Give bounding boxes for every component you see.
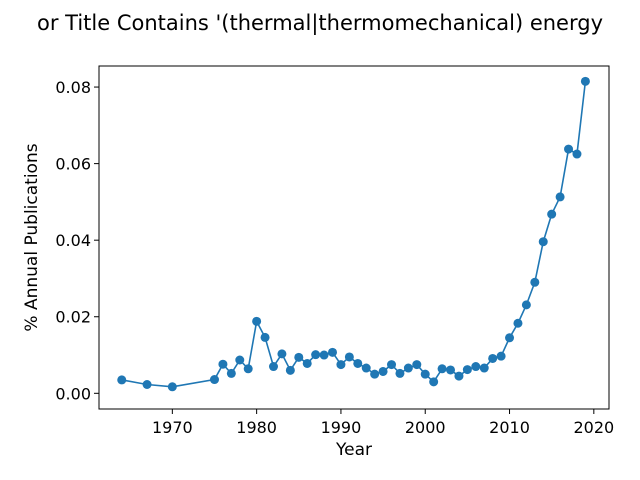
x-axis-label: Year — [335, 440, 372, 460]
data-point — [580, 76, 590, 86]
data-point — [513, 318, 523, 328]
data-point — [429, 377, 439, 387]
data-point — [311, 350, 321, 360]
data-point — [235, 355, 245, 365]
data-point — [437, 364, 447, 374]
y-tick-label: 0.02 — [55, 308, 91, 327]
data-point — [336, 360, 346, 370]
chart-title: or Title Contains '(thermal|thermomechan… — [37, 11, 603, 36]
data-point — [344, 352, 354, 362]
data-point — [555, 192, 565, 202]
series-line — [121, 81, 587, 388]
data-point — [167, 382, 177, 392]
x-tick-label: 1970 — [152, 418, 193, 437]
data-point — [252, 316, 262, 326]
data-point — [479, 363, 489, 373]
data-point — [564, 144, 574, 154]
data-point — [260, 332, 270, 342]
data-point — [387, 360, 397, 370]
y-tick-label: 0.04 — [55, 231, 91, 250]
y-tick-label: 0.06 — [55, 155, 91, 174]
data-point — [302, 358, 312, 368]
data-point — [412, 360, 422, 370]
data-point — [243, 364, 253, 374]
data-point — [446, 365, 456, 375]
y-tick-label: 0.08 — [55, 78, 91, 97]
y-axis-label: % Annual Publications — [22, 143, 42, 331]
data-point — [403, 363, 413, 373]
x-tick-label: 2000 — [405, 418, 446, 437]
data-point — [505, 333, 515, 343]
data-point — [117, 375, 127, 385]
data-point — [218, 359, 228, 369]
x-tick-label: 1980 — [236, 418, 277, 437]
data-point — [462, 365, 472, 375]
data-point — [572, 149, 582, 159]
data-point — [370, 369, 380, 379]
data-point — [142, 380, 152, 389]
data-point — [328, 347, 338, 357]
data-point — [395, 368, 405, 378]
x-axis: 1970 1980 1990 2000 2010 2020 — [152, 409, 614, 437]
data-point — [496, 351, 506, 361]
data-point — [378, 366, 388, 376]
data-point — [285, 365, 295, 375]
data-point — [521, 300, 531, 310]
data-point — [353, 358, 363, 368]
x-tick-label: 1990 — [321, 418, 362, 437]
plot-area — [117, 76, 590, 392]
data-point — [226, 368, 236, 378]
data-point — [488, 353, 498, 363]
data-point — [361, 363, 371, 373]
data-point — [547, 209, 557, 219]
data-point — [538, 237, 548, 247]
data-point — [209, 375, 219, 385]
x-tick-label: 2010 — [489, 418, 530, 437]
y-tick-label: 0.00 — [55, 384, 91, 403]
data-point — [277, 349, 287, 359]
data-point — [268, 362, 278, 372]
data-point — [319, 350, 329, 360]
data-point — [454, 371, 464, 381]
axes-frame — [98, 65, 610, 410]
data-point — [294, 352, 304, 362]
x-tick-label: 2020 — [573, 418, 614, 437]
data-point — [471, 362, 481, 372]
y-axis: 0.00 0.02 0.04 0.06 0.08 — [55, 78, 99, 403]
data-point — [530, 277, 540, 287]
data-point — [420, 369, 430, 379]
